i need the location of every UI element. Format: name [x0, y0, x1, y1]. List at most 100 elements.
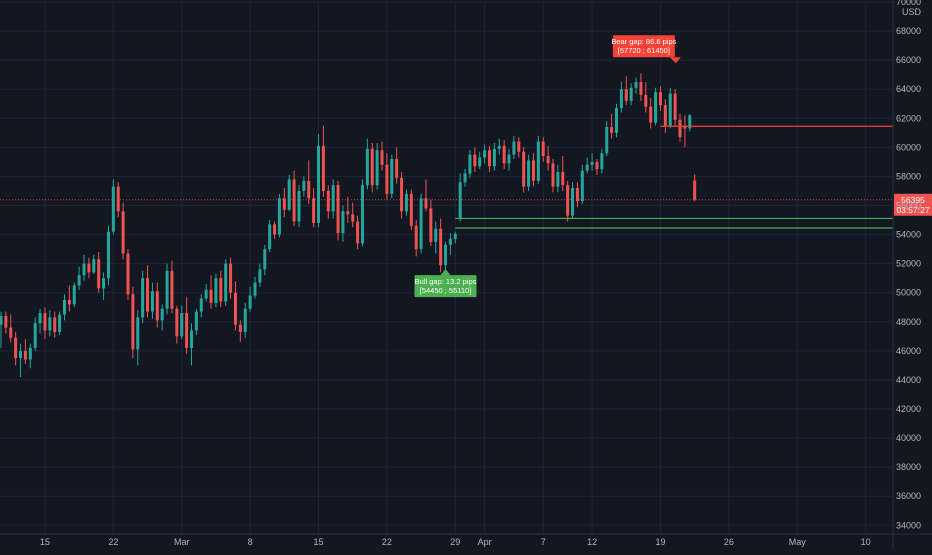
candle: [248, 286, 252, 312]
candle-body: [321, 145, 325, 191]
candle: [600, 148, 604, 174]
candle-body: [204, 289, 208, 299]
y-tick-label: 44000: [896, 375, 921, 385]
candle-body: [629, 87, 633, 101]
candle-body: [4, 315, 8, 328]
candle-body: [536, 141, 540, 181]
candle: [541, 137, 545, 162]
candle: [497, 138, 501, 155]
candle: [121, 202, 125, 260]
candle: [180, 305, 184, 340]
candle-body: [106, 231, 110, 279]
candle-body: [365, 148, 369, 186]
candle: [67, 285, 71, 312]
x-tick-label: 7: [541, 537, 546, 547]
candle: [150, 282, 154, 319]
candle-body: [492, 148, 496, 167]
candle: [448, 233, 452, 255]
candle-body: [126, 253, 130, 295]
candle-body: [150, 291, 154, 312]
candle: [512, 135, 516, 159]
candle: [370, 142, 374, 193]
candle-body: [458, 182, 462, 219]
candle: [615, 103, 619, 138]
y-tick-label: 66000: [896, 55, 921, 65]
candle-body: [487, 150, 491, 167]
countdown-label: 03:57:27: [896, 205, 929, 215]
candle: [224, 259, 228, 306]
candle-body: [580, 170, 584, 202]
candle-body: [600, 153, 604, 170]
candle: [390, 154, 394, 199]
candle-body: [473, 154, 477, 167]
candle: [663, 99, 667, 133]
candle-body: [180, 313, 184, 337]
candle-body: [273, 224, 277, 235]
candle: [141, 270, 145, 324]
candle: [126, 249, 130, 300]
candle-body: [693, 180, 697, 200]
candle: [585, 157, 589, 174]
candle: [82, 254, 86, 282]
candle-body: [385, 164, 389, 194]
candle: [317, 134, 321, 228]
candle: [72, 282, 76, 308]
candle: [365, 138, 369, 190]
candle-body: [644, 95, 648, 107]
y-tick-label: 50000: [896, 288, 921, 298]
candle: [48, 310, 52, 337]
candle: [229, 257, 233, 299]
candle-body: [292, 179, 296, 222]
candle-body: [72, 285, 76, 305]
candle-body: [336, 185, 340, 234]
candle-body: [478, 157, 482, 167]
y-tick-label: 62000: [896, 113, 921, 123]
candle-body: [380, 150, 384, 165]
x-tick-label: 15: [40, 537, 50, 547]
candle: [199, 294, 203, 318]
candle: [458, 173, 462, 222]
candle-body: [566, 185, 570, 216]
candle-body: [307, 180, 311, 199]
candle-body: [619, 89, 623, 109]
candle: [610, 113, 614, 139]
candle-body: [517, 141, 521, 152]
candle: [258, 263, 262, 287]
candle-body: [97, 259, 101, 289]
candle: [331, 179, 335, 219]
candle: [561, 156, 565, 191]
candle-body: [658, 92, 662, 106]
candle: [243, 302, 247, 338]
candle-body: [419, 198, 423, 250]
candle-body: [424, 198, 428, 209]
candle-body: [400, 177, 404, 212]
y-tick-label: 34000: [896, 520, 921, 530]
candle: [209, 275, 213, 309]
candle: [312, 188, 316, 228]
y-tick-label: 60000: [896, 142, 921, 152]
bear-gap-label-range: [57720 ; 61450]: [618, 46, 670, 55]
bull-gap-label-box: [414, 275, 477, 298]
candle: [277, 193, 281, 238]
candle-body: [610, 127, 614, 133]
candle-body: [502, 145, 506, 164]
current-price-box: [894, 193, 932, 216]
y-tick-label: 56000: [896, 200, 921, 210]
candle: [111, 179, 115, 235]
candle: [341, 205, 345, 242]
candle: [551, 158, 555, 193]
candle-body: [434, 228, 438, 242]
candle-body: [185, 313, 189, 348]
candle: [214, 273, 218, 308]
candle-body: [92, 259, 96, 273]
candle: [106, 225, 110, 286]
candle: [204, 283, 208, 302]
candle-body: [654, 92, 658, 123]
x-tick-label: 12: [587, 537, 597, 547]
candle-body: [189, 330, 193, 348]
candle: [385, 153, 389, 200]
candle: [624, 76, 628, 106]
candle: [429, 199, 433, 247]
